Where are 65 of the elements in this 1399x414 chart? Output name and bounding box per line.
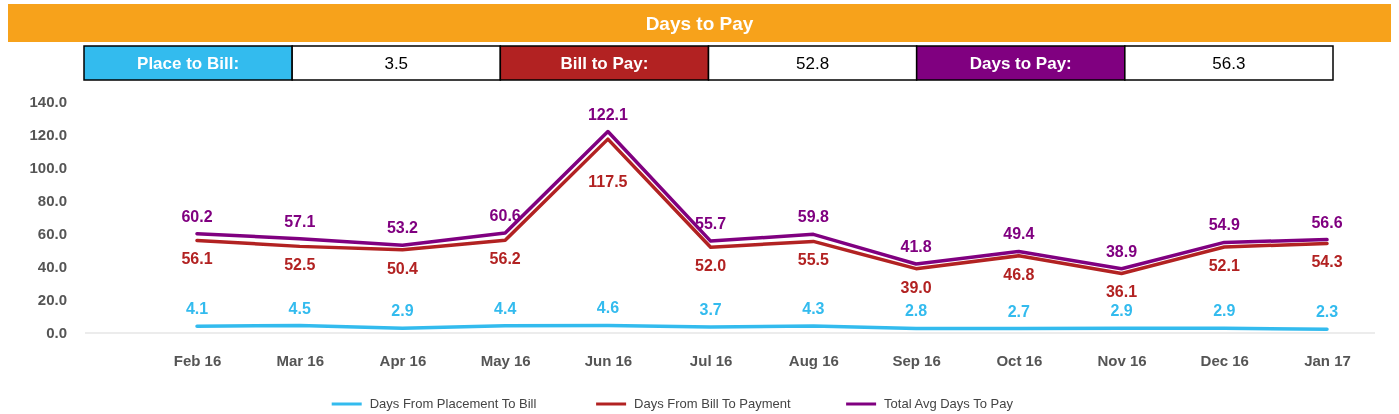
data-label: 41.8 (900, 238, 932, 256)
x-tick-label: Mar 16 (276, 351, 324, 369)
data-label: 117.5 (588, 173, 628, 191)
y-tick-label: 40.0 (37, 258, 67, 276)
data-label: 60.6 (489, 207, 521, 225)
data-label: 4.4 (494, 299, 517, 317)
data-label: 52.0 (695, 257, 727, 275)
data-label: 56.1 (181, 250, 213, 268)
x-tick-label: Oct 16 (996, 351, 1043, 369)
data-label: 2.3 (1315, 303, 1339, 321)
data-label: 55.5 (797, 251, 830, 269)
legend-label: Days From Placement To Bill (369, 396, 537, 411)
data-label: 39.0 (900, 278, 932, 296)
text: 52.8 (796, 54, 830, 73)
data-label: 2.8 (904, 302, 928, 320)
x-tick-label: Apr 16 (379, 351, 427, 369)
y-tick-label: 60.0 (37, 225, 67, 243)
data-label: 53.2 (386, 219, 419, 237)
x-tick-label: Jun 16 (584, 351, 633, 369)
data-label: 122.1 (587, 105, 629, 123)
data-label: 59.8 (797, 208, 830, 226)
data-label: 4.5 (288, 299, 311, 317)
data-label: 2.9 (391, 302, 414, 320)
data-label: 52.1 (1208, 257, 1240, 275)
chart-title: Days to Pay (645, 13, 754, 34)
x-tick-label: Sep 16 (892, 351, 941, 369)
data-label: 4.6 (596, 299, 620, 317)
legend-label: Total Avg Days To Pay (884, 396, 1014, 411)
y-tick-label: 20.0 (37, 291, 67, 309)
data-label: 38.9 (1105, 242, 1138, 260)
y-tick-label: 140.0 (29, 93, 67, 111)
y-tick-label: 80.0 (37, 192, 67, 210)
data-label: 4.3 (802, 299, 825, 317)
data-label: 54.3 (1311, 253, 1343, 271)
text: 56.3 (1212, 54, 1246, 73)
text: 3.5 (384, 54, 409, 73)
data-label: 50.4 (386, 259, 419, 277)
y-tick-label: 100.0 (29, 159, 67, 177)
legend-label: Days From Bill To Payment (634, 396, 792, 411)
text: Days to Pay: (969, 54, 1072, 73)
x-tick-label: Nov 16 (1097, 351, 1147, 369)
text: Place to Bill: (137, 54, 240, 73)
data-label: 54.9 (1208, 216, 1240, 234)
y-tick-label: 0.0 (46, 324, 67, 342)
data-label: 36.1 (1105, 283, 1138, 301)
x-tick-label: May 16 (480, 351, 531, 369)
data-label: 52.5 (284, 256, 316, 274)
data-label: 2.9 (1110, 302, 1133, 320)
y-tick-label: 120.0 (29, 126, 67, 144)
data-label: 4.1 (185, 300, 209, 318)
data-label: 3.7 (699, 300, 722, 318)
x-tick-label: Jan 17 (1304, 351, 1351, 369)
data-label: 56.2 (489, 250, 521, 268)
data-label: 46.8 (1003, 265, 1035, 283)
x-tick-label: Jul 16 (689, 351, 733, 369)
data-label: 2.7 (1007, 302, 1031, 320)
data-label: 56.6 (1311, 213, 1343, 231)
text: Bill to Pay: (560, 54, 649, 73)
x-tick-label: Aug 16 (788, 351, 839, 369)
data-label: 2.9 (1213, 302, 1236, 320)
data-label: 60.2 (181, 207, 213, 225)
data-label: 49.4 (1003, 225, 1035, 243)
x-tick-label: Dec 16 (1200, 351, 1249, 369)
x-tick-label: Feb 16 (173, 351, 222, 369)
data-label: 57.1 (284, 212, 316, 230)
